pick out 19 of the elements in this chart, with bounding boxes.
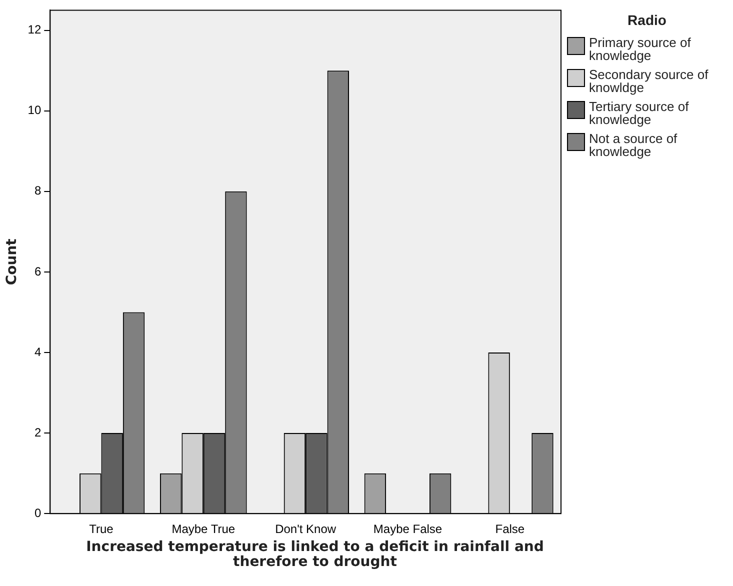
legend-label: Not a source of knowledge (589, 131, 678, 159)
y-tick-label: 0 (34, 506, 42, 520)
x-tick-label: Maybe True (172, 522, 236, 536)
y-tick-label: 6 (34, 264, 42, 278)
y-tick-label: 10 (28, 103, 42, 118)
legend-label: Tertiary source of knowledge (589, 99, 690, 127)
x-axis-title: Increased temperature is linked to a deficit in rainfall and therefore to drought (85, 539, 545, 570)
y-axis-title: Count (4, 238, 20, 286)
x-tick-label: True (89, 522, 114, 536)
legend-label: Secondary source of knowldge (589, 67, 710, 95)
legend-label: Primary source of knowledge (589, 35, 692, 63)
y-tick-label: 4 (34, 344, 42, 359)
x-tick-label: Don't Know (275, 522, 336, 536)
legend-title: Radio (626, 12, 668, 28)
y-tick-label: 12 (28, 22, 42, 37)
x-tick-label: False (495, 522, 525, 536)
y-tick-label: 2 (34, 425, 42, 440)
x-tick-label: Maybe False (373, 522, 442, 536)
y-tick-label: 8 (34, 184, 42, 198)
